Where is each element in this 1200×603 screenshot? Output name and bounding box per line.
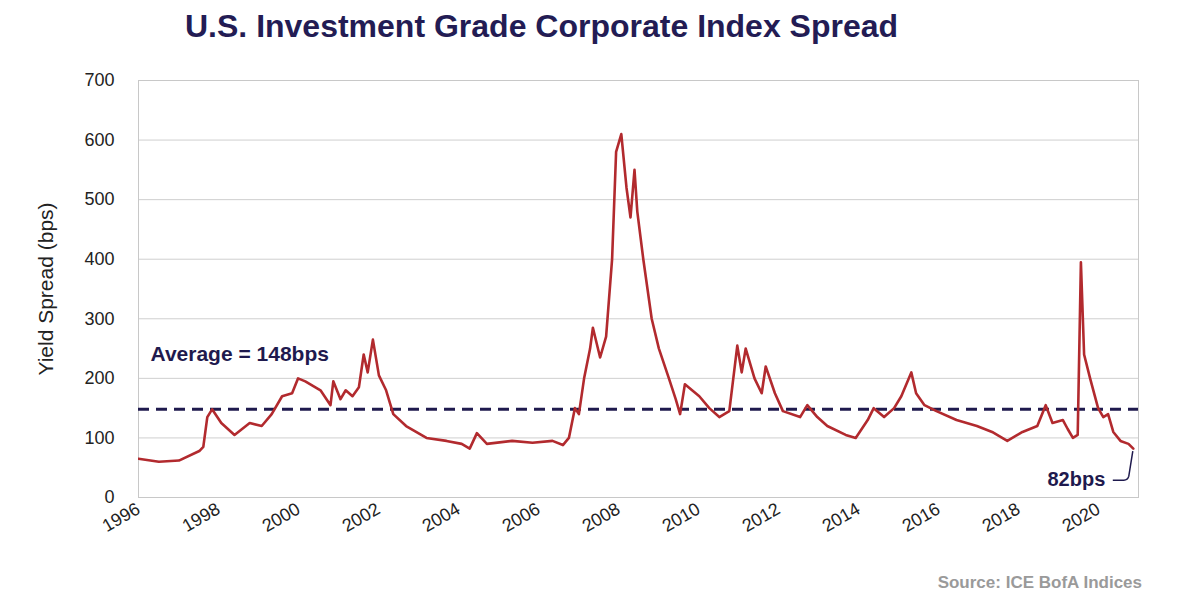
svg-text:0: 0 (104, 487, 114, 507)
svg-text:2018: 2018 (979, 499, 1024, 536)
svg-text:100: 100 (84, 428, 114, 448)
svg-text:82bps: 82bps (1047, 468, 1105, 490)
svg-text:2006: 2006 (499, 499, 544, 536)
svg-text:2008: 2008 (579, 499, 624, 536)
svg-text:400: 400 (84, 249, 114, 269)
svg-text:200: 200 (84, 368, 114, 388)
svg-text:2000: 2000 (259, 499, 304, 536)
svg-text:2016: 2016 (899, 499, 944, 536)
svg-text:Average = 148bps: Average = 148bps (151, 342, 329, 365)
svg-text:500: 500 (84, 189, 114, 209)
svg-text:600: 600 (84, 130, 114, 150)
svg-text:2014: 2014 (819, 499, 864, 536)
svg-text:2020: 2020 (1059, 499, 1104, 536)
html-text:U.S. Investment Grade Corporat: U.S. Investment Grade Corporate Index Sp… (185, 8, 899, 44)
svg-text:1996: 1996 (99, 499, 144, 536)
svg-text:Yield Spread (bps): Yield Spread (bps) (34, 202, 57, 375)
svg-text:1998: 1998 (179, 499, 224, 536)
html-text:Source: ICE BofA Indices: Source: ICE BofA Indices (937, 573, 1142, 592)
svg-text:700: 700 (84, 70, 114, 90)
svg-text:2004: 2004 (419, 499, 464, 536)
svg-text:300: 300 (84, 309, 114, 329)
svg-text:2012: 2012 (739, 499, 784, 536)
svg-text:2002: 2002 (339, 499, 384, 536)
svg-text:2010: 2010 (659, 499, 704, 536)
